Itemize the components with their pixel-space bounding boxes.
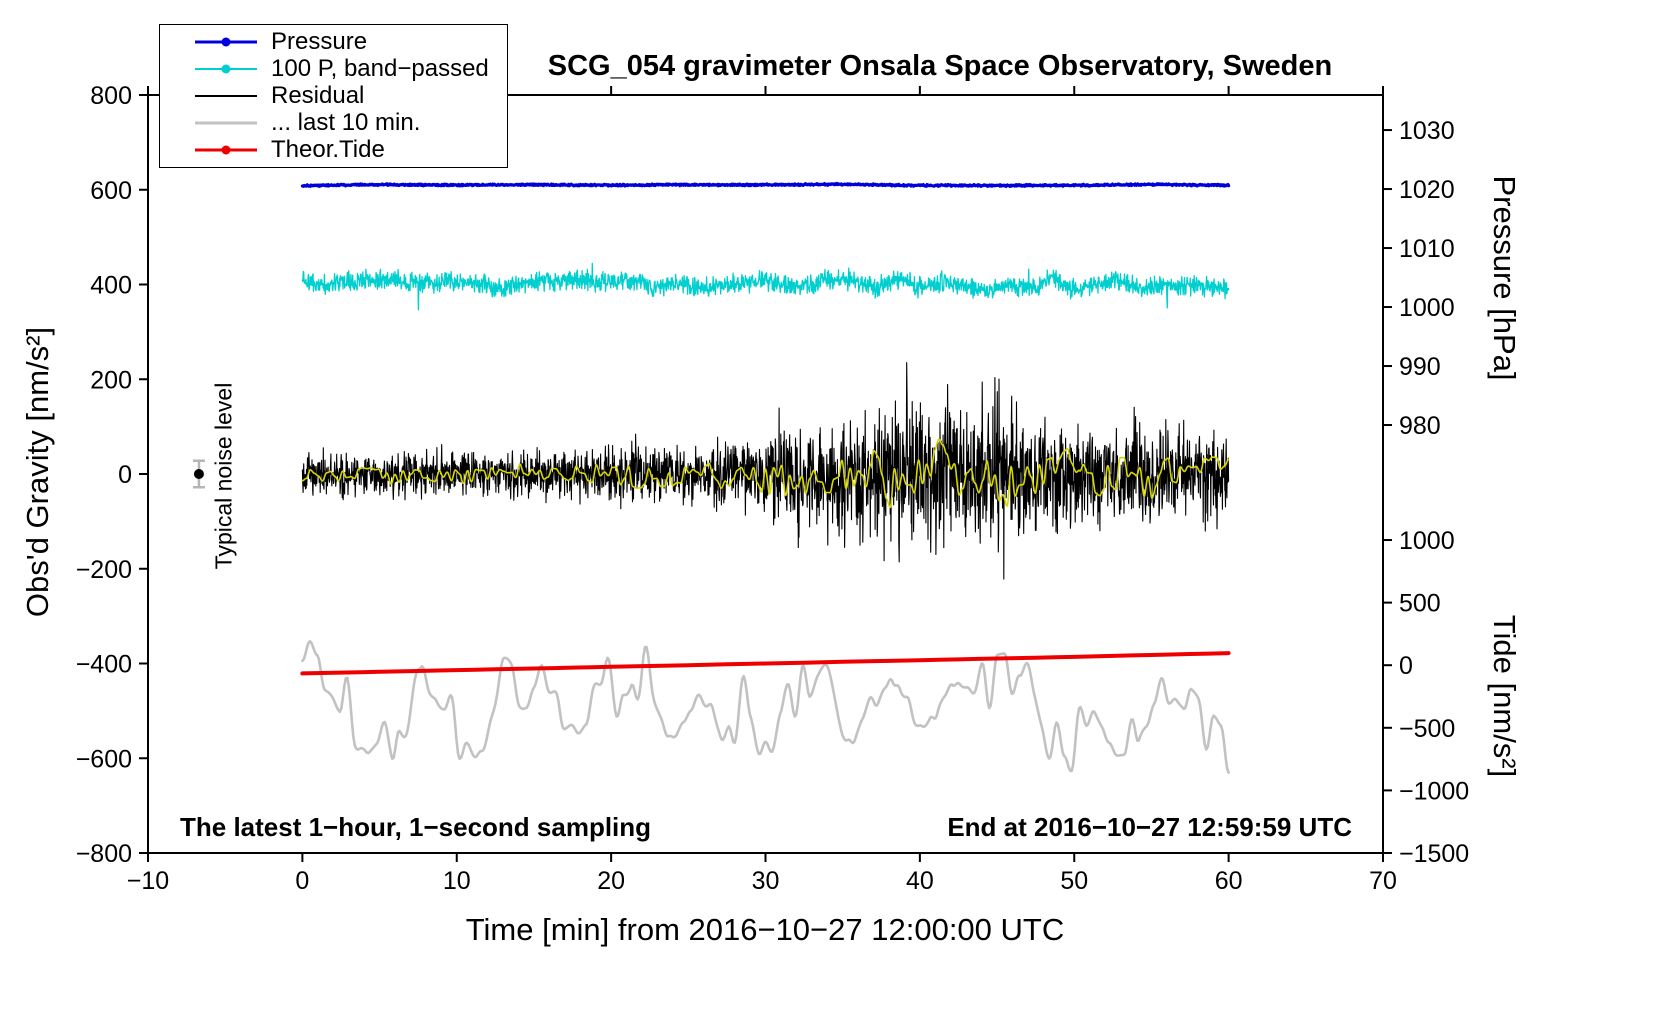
x-tick-label: 50 xyxy=(1060,867,1088,895)
tide-tick-label: 500 xyxy=(1399,590,1441,618)
legend-item-theor-tide: Theor.Tide xyxy=(160,135,507,163)
series-bandpassed_pressure xyxy=(301,262,1230,311)
legend-line-sample xyxy=(195,56,257,82)
legend-marker-dot-icon xyxy=(221,64,231,74)
tide-tick-label: −1500 xyxy=(1399,840,1469,868)
x-tick-label: 0 xyxy=(295,867,309,895)
noise-level-marker xyxy=(192,459,205,489)
y-left-tick-label: 400 xyxy=(90,272,132,300)
legend-item-bandpassed-pressure: 100 P, band−passed xyxy=(160,55,507,83)
legend-line-icon xyxy=(195,121,257,125)
legend-item-residual: Residual xyxy=(160,81,507,109)
legend-line-icon xyxy=(195,94,257,97)
legend-marker-dot-icon xyxy=(221,145,231,155)
legend-item-last-10-min: ... last 10 min. xyxy=(160,108,507,136)
legend-line-sample xyxy=(195,83,257,109)
legend-label: Theor.Tide xyxy=(271,135,385,163)
x-tick-label: 40 xyxy=(906,867,934,895)
pressure-tick-label: 1030 xyxy=(1399,117,1455,145)
x-axis-label: Time [min] from 2016−10−27 12:00:00 UTC xyxy=(465,912,1065,947)
y-left-tick-label: −800 xyxy=(76,840,132,868)
tide-tick-label: 1000 xyxy=(1399,527,1455,555)
y-left-tick-label: 600 xyxy=(90,177,132,205)
y-left-tick-label: 200 xyxy=(90,366,132,394)
x-tick-label: 30 xyxy=(752,867,780,895)
axis-ticks xyxy=(139,86,1392,862)
legend-label: ... last 10 min. xyxy=(271,108,421,136)
pressure-tick-label: 990 xyxy=(1399,353,1441,381)
series-tide xyxy=(300,651,1231,676)
x-tick-label: 20 xyxy=(597,867,625,895)
legend: Pressure 100 P, band−passed Residual ...… xyxy=(159,24,508,168)
noise-level-dot-icon xyxy=(193,469,204,479)
legend-line-sample xyxy=(195,29,257,55)
y-axis-left-label: Obs'd Gravity [nm/s²] xyxy=(20,326,55,618)
series-pressure xyxy=(300,181,1231,188)
axis-tick-labels: −10 0 10 20 30 40 50 60 708006004002000−200−400−… xyxy=(76,82,1470,895)
series-yellow_overlay xyxy=(301,438,1230,509)
series-residual xyxy=(301,362,1230,580)
x-tick-label: 60 xyxy=(1215,867,1243,895)
x-tick-label: 70 xyxy=(1369,867,1397,895)
series-last10 xyxy=(301,640,1230,774)
annotation-end-time: End at 2016−10−27 12:59:59 UTC xyxy=(947,812,1352,842)
series-layer xyxy=(300,181,1231,774)
y-left-tick-label: 0 xyxy=(118,461,132,489)
tide-tick-label: 0 xyxy=(1399,652,1413,680)
y-axis-pressure-label: Pressure [hPa] xyxy=(1487,175,1522,381)
annotation-noise-level: Typical noise level xyxy=(210,382,237,570)
legend-line-sample xyxy=(195,137,257,163)
pressure-tick-label: 1010 xyxy=(1399,235,1455,263)
tide-tick-label: −500 xyxy=(1399,715,1455,743)
legend-marker-dot-icon xyxy=(221,37,231,47)
pressure-tick-label: 980 xyxy=(1399,412,1441,440)
legend-label: Pressure xyxy=(271,28,368,56)
legend-label: 100 P, band−passed xyxy=(271,55,489,83)
pressure-tick-label: 1000 xyxy=(1399,294,1455,322)
page-title: SCG_054 gravimeter Onsala Space Observat… xyxy=(547,50,1333,82)
legend-line-sample xyxy=(195,110,257,136)
y-left-tick-label: 800 xyxy=(90,82,132,110)
legend-item-pressure: Pressure xyxy=(160,28,507,56)
y-left-tick-label: −600 xyxy=(76,745,132,773)
legend-label: Residual xyxy=(271,81,365,109)
pressure-tick-label: 1020 xyxy=(1399,176,1455,204)
y-axis-tide-label: Tide [nm/s²] xyxy=(1487,614,1522,778)
annotation-sampling-info: The latest 1−hour, 1−second sampling xyxy=(180,812,652,842)
tide-tick-label: −1000 xyxy=(1399,777,1469,805)
x-tick-label: 10 xyxy=(443,867,471,895)
y-left-tick-label: −200 xyxy=(76,556,132,584)
x-tick-label: −10 xyxy=(127,867,169,895)
y-left-tick-label: −400 xyxy=(76,651,132,679)
